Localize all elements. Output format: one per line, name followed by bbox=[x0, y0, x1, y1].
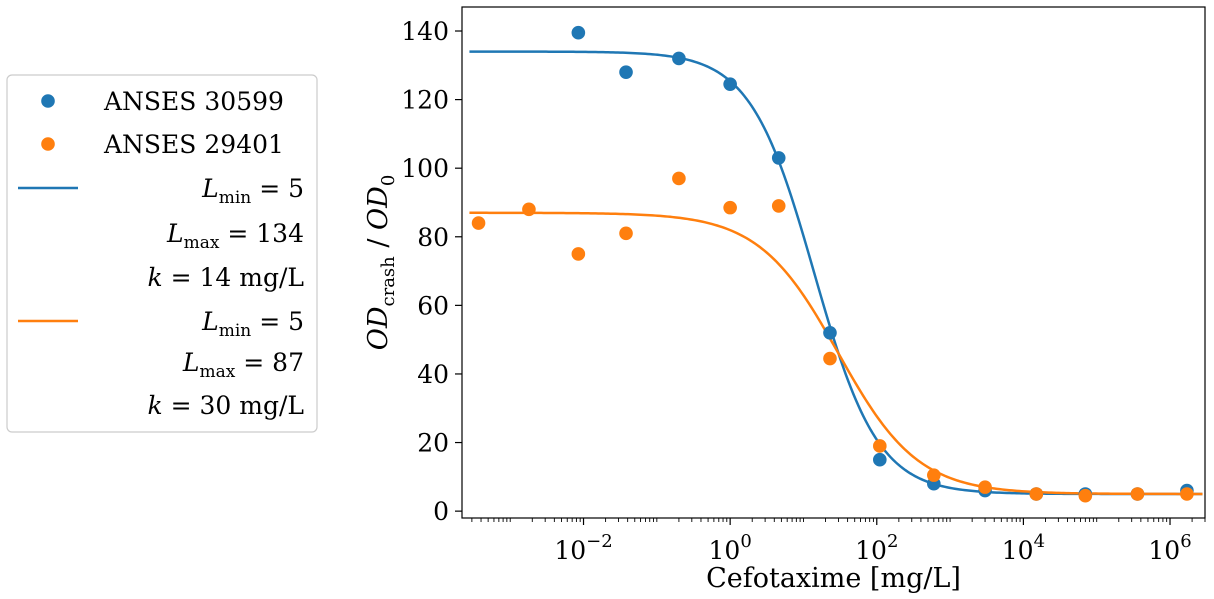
data-point-series-2 bbox=[619, 226, 633, 241]
x-tick-label: 106 bbox=[1148, 531, 1191, 565]
x-tick-label: 10−2 bbox=[554, 531, 612, 565]
y-tick-label: 0 bbox=[433, 497, 449, 526]
plot-frame bbox=[461, 6, 1206, 519]
legend-box bbox=[6, 74, 318, 433]
data-point-series-2 bbox=[672, 171, 686, 186]
axes: 0 20 40 60 80 100 120 140 10−2 100 102 104 106 bbox=[401, 6, 1206, 565]
y-tick-label: 20 bbox=[417, 429, 449, 458]
plot-area bbox=[469, 25, 1203, 503]
data-point-series-2 bbox=[927, 468, 941, 482]
data-point-series-1 bbox=[619, 65, 633, 79]
data-point-series-2 bbox=[873, 439, 887, 453]
data-point-series-1 bbox=[771, 151, 786, 165]
legend-param: Lmin = 5 bbox=[201, 307, 304, 341]
data-point-series-2 bbox=[522, 202, 536, 217]
data-point-series-2 bbox=[571, 247, 586, 261]
x-tick-label: 100 bbox=[709, 531, 752, 565]
fit-curve-1 bbox=[469, 50, 1203, 496]
legend-label-1: ANSES 30599 bbox=[103, 87, 284, 116]
data-point-series-2 bbox=[1180, 487, 1194, 501]
legend-label-2: ANSES 29401 bbox=[103, 130, 284, 159]
data-point-series-2 bbox=[1029, 487, 1044, 501]
legend-param: Lmin = 5 bbox=[201, 174, 304, 208]
data-point-series-2 bbox=[1078, 488, 1093, 503]
y-tick-label: 100 bbox=[401, 154, 449, 183]
data-point-series-1 bbox=[672, 51, 686, 66]
data-point-series-1 bbox=[723, 77, 737, 91]
y-axis-label: ODcrash / OD0 bbox=[363, 175, 399, 351]
x-tick-label: 102 bbox=[855, 531, 898, 565]
x-axis-label: Cefotaxime [mg/L] bbox=[706, 563, 961, 594]
data-point-series-1 bbox=[823, 326, 837, 340]
legend-marker-2 bbox=[41, 137, 55, 151]
legend: ANSES 30599 ANSES 29401 Lmin = 5 Lmax = 134… bbox=[6, 74, 318, 433]
legend-param: Lmax = 134 bbox=[166, 219, 304, 253]
axis-labels: Cefotaxime [mg/L] ODcrash / OD0 bbox=[363, 175, 961, 594]
legend-param: k = 14 mg/L bbox=[148, 263, 305, 292]
y-tick-label: 40 bbox=[417, 360, 449, 389]
x-tick-label: 104 bbox=[1002, 531, 1045, 565]
data-point-series-2 bbox=[771, 199, 786, 213]
data-point-series-2 bbox=[1130, 487, 1145, 501]
legend-marker-1 bbox=[41, 94, 55, 108]
data-point-series-2 bbox=[471, 216, 486, 230]
data-point-series-1 bbox=[873, 452, 887, 467]
data-point-series-2 bbox=[823, 351, 837, 366]
y-tick-label: 140 bbox=[401, 17, 449, 46]
y-tick-label: 120 bbox=[401, 86, 449, 115]
legend-param: Lmax = 87 bbox=[182, 348, 304, 382]
data-point-series-2 bbox=[978, 480, 992, 494]
y-tick-label: 80 bbox=[417, 223, 449, 252]
data-point-series-2 bbox=[723, 200, 737, 215]
y-tick-label: 60 bbox=[417, 291, 449, 320]
legend-param: k = 30 mg/L bbox=[148, 391, 305, 420]
data-point-series-1 bbox=[571, 25, 586, 40]
